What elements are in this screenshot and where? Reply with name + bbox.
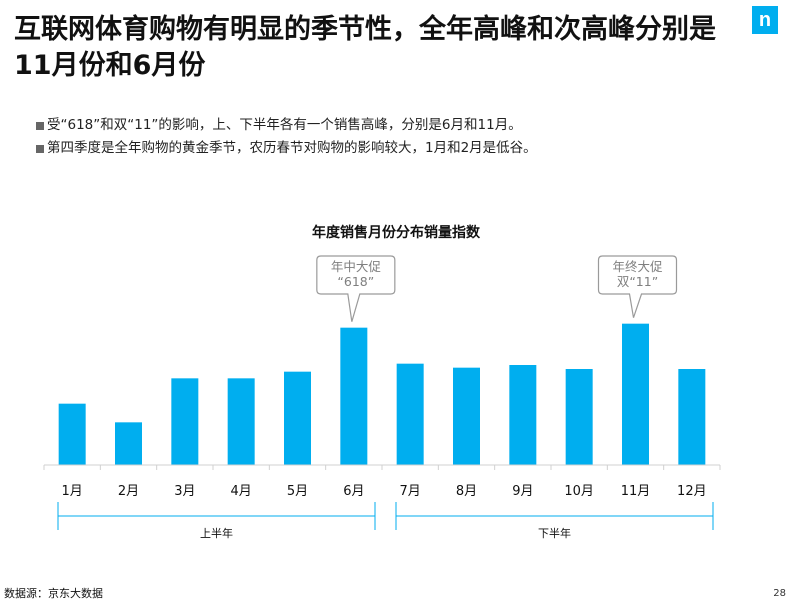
annotation-text: 双“11” (617, 274, 658, 289)
bar (171, 378, 199, 465)
annotation-callout (597, 255, 678, 318)
bar (622, 323, 649, 465)
bullet-item: 第四季度是全年购物的黄金季节，农历春节对购物的影响较大，1月和2月是低谷。 (36, 137, 756, 160)
x-tick-label: 5月 (287, 484, 308, 499)
bar (509, 365, 537, 465)
x-tick-label: 6月 (343, 484, 364, 499)
annotation-text: 年中大促 (331, 259, 382, 274)
x-tick-label: 7月 (400, 484, 421, 499)
x-tick-label: 4月 (231, 484, 252, 499)
bar (565, 369, 593, 465)
brand-logo: n (752, 6, 778, 34)
bracket-label: 上半年 (200, 526, 233, 540)
x-tick-label: 2月 (118, 484, 139, 499)
square-bullet-icon (36, 121, 44, 130)
x-tick-label: 8月 (456, 484, 477, 499)
bar (58, 403, 86, 465)
bullet-item: 受“618”和双“11”的影响，上、下半年各有一个销售高峰，分别是6月和11月。 (36, 114, 756, 137)
bar (678, 369, 706, 465)
bracket-label: 下半年 (538, 526, 571, 540)
x-tick-label: 9月 (512, 484, 533, 499)
page-number: 28 (773, 588, 786, 599)
annotation-text: “618” (337, 274, 374, 289)
x-tick-label: 12月 (677, 484, 707, 499)
bar (284, 371, 311, 465)
x-tick-label: 11月 (621, 484, 651, 499)
page-title: 互联网体育购物有明显的季节性，全年高峰和次高峰分别是11月份和6月份 (14, 14, 716, 81)
chart-title: 年度销售月份分布销量指数 (312, 225, 480, 241)
bullet-list: 受“618”和双“11”的影响，上、下半年各有一个销售高峰，分别是6月和11月。… (36, 114, 756, 160)
annotation-text: 年终大促 (612, 259, 663, 274)
bullet-text: 第四季度是全年购物的黄金季节，农历春节对购物的影响较大，1月和2月是低谷。 (47, 140, 537, 156)
square-bullet-icon (36, 144, 44, 153)
annotation-callout (316, 255, 396, 322)
x-tick-label: 1月 (62, 484, 83, 499)
x-tick-label: 3月 (174, 484, 195, 499)
data-source: 数据源：京东大数据 (4, 587, 103, 600)
bar (340, 327, 368, 465)
x-tick-label: 10月 (564, 484, 594, 499)
bar (227, 378, 255, 465)
bar (453, 367, 480, 465)
bar (115, 422, 142, 465)
bullet-text: 受“618”和双“11”的影响，上、下半年各有一个销售高峰，分别是6月和11月。 (47, 117, 522, 133)
bar (396, 363, 424, 465)
